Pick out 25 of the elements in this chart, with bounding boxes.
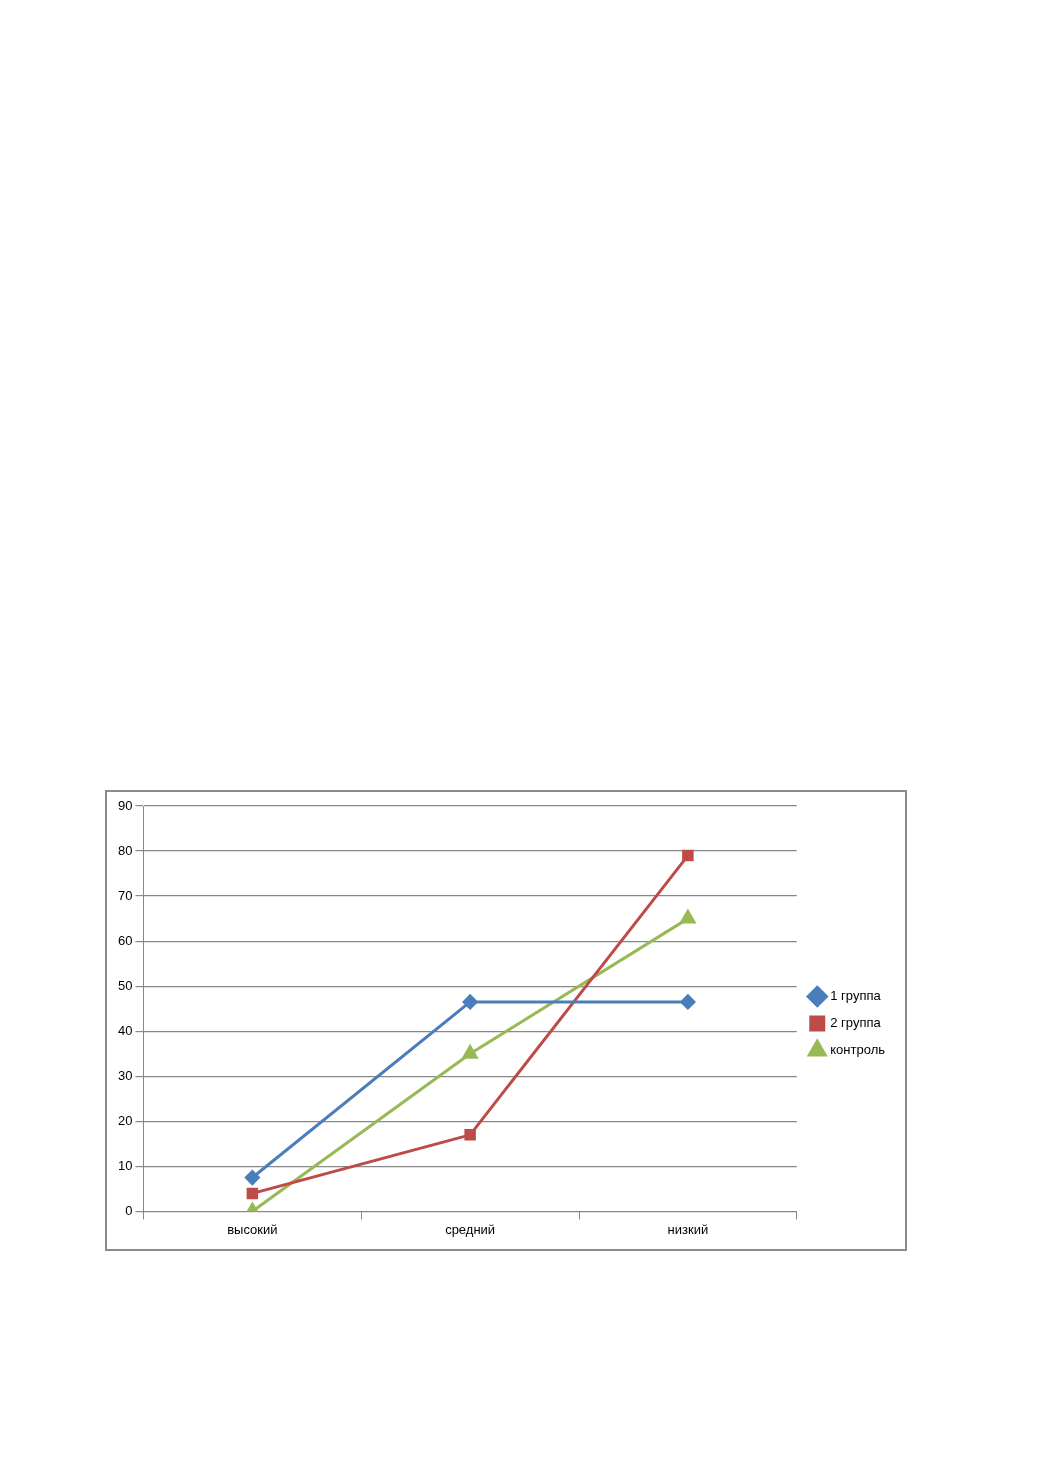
y-tick-label: 20 (117, 1112, 133, 1128)
legend-label: 1 группа (830, 988, 882, 1004)
y-tick-label: 90 (117, 797, 133, 813)
y-tick-label: 30 (117, 1067, 133, 1083)
point (464, 1129, 476, 1141)
x-tick-label: средний (445, 1221, 496, 1237)
y-tick-label: 60 (117, 932, 133, 948)
y-tick-label: 10 (117, 1157, 133, 1173)
point (682, 849, 694, 862)
point (680, 910, 696, 924)
point (246, 1187, 259, 1200)
legend-label: контроль (830, 1042, 886, 1058)
point (680, 994, 696, 1010)
y-tick-label: 50 (117, 977, 133, 993)
y-tick-label: 70 (117, 887, 133, 903)
y-tick-label: 80 (117, 842, 133, 858)
y-tick-label: 0 (125, 1202, 133, 1218)
point (462, 1045, 478, 1059)
legend-label: 2 группа (830, 1015, 882, 1031)
chart-frame: 1 группа 2 группа контроль высокий средний низкий 0 10 20 30 40 50 60 70 80 90 (105, 790, 907, 1251)
x-tick-label: низкий (667, 1221, 709, 1237)
point (462, 994, 478, 1010)
point (244, 1170, 260, 1186)
x-tick-label: высокий (227, 1221, 278, 1237)
y-tick-label: 40 (117, 1022, 133, 1038)
